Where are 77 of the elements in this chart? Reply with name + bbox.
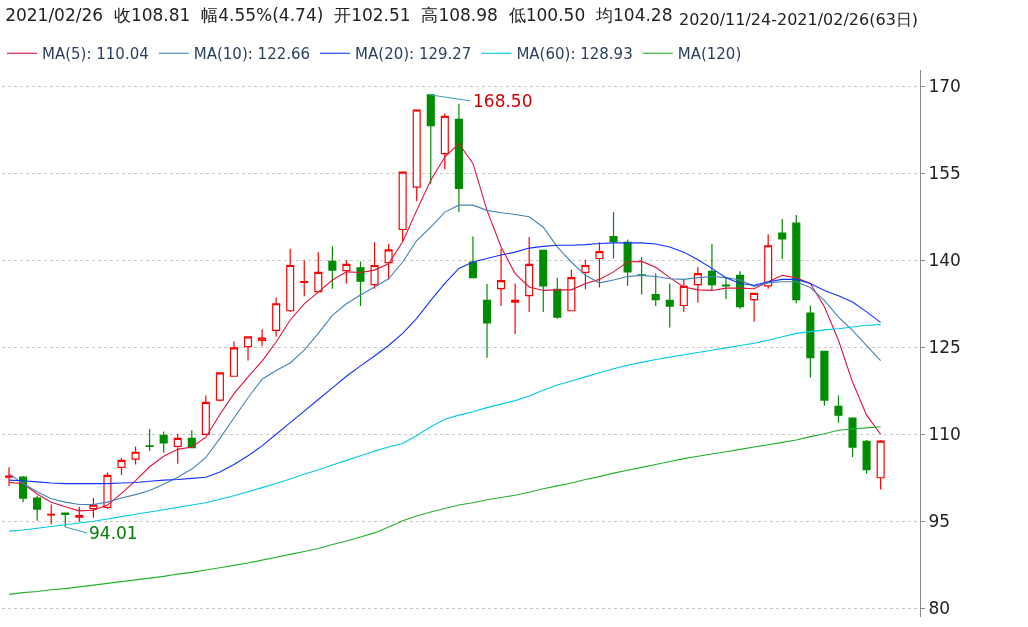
candlestick [4, 466, 14, 487]
y-tick-label: 95 [928, 511, 951, 532]
candlestick [553, 277, 562, 320]
legend-label: MA(120) [677, 45, 742, 64]
candlestick [215, 371, 224, 402]
y-tick-label: 80 [928, 598, 951, 619]
candlestick [426, 94, 435, 185]
candlestick [862, 439, 871, 475]
candlestick [876, 439, 885, 490]
candlestick [272, 296, 281, 338]
candlestick [834, 394, 843, 424]
candlestick [412, 108, 421, 202]
candlestick [398, 171, 407, 242]
candlestick [89, 497, 98, 519]
candlestick [567, 268, 576, 312]
candlestick [750, 292, 759, 323]
candlestick [665, 282, 674, 329]
candlestick [806, 304, 815, 379]
candlestick [131, 445, 140, 466]
candlestick [525, 236, 534, 313]
candlestick [33, 495, 42, 522]
candlestick [764, 233, 773, 290]
candlestick [721, 277, 731, 300]
candlestick [61, 512, 70, 528]
candlestick [314, 251, 323, 293]
y-tick-label: 170 [928, 76, 961, 97]
line-series [8, 426, 882, 595]
legend-label: MA(20): 129.27 [355, 45, 472, 64]
candlestick [145, 428, 154, 452]
candlestick [792, 214, 801, 304]
candlestick [679, 278, 688, 313]
line-series [8, 143, 882, 512]
candlestick [342, 259, 351, 285]
candlestick [356, 260, 365, 307]
candlestick [258, 328, 267, 347]
candlestick [201, 394, 210, 435]
y-tick-label: 155 [928, 163, 961, 184]
annotation: 168.50 [473, 91, 533, 111]
candlestick [539, 249, 548, 313]
chart-subtitle: 2020/11/24-2021/02/26(63日) [679, 10, 919, 29]
candlestick [384, 243, 393, 280]
candlestick [820, 350, 829, 407]
y-tick-label: 125 [928, 337, 961, 358]
legend-label: MA(10): 122.66 [193, 45, 311, 64]
candlestick [595, 241, 604, 289]
candlestick [778, 218, 787, 260]
candlestick [75, 506, 84, 523]
y-tick-label: 140 [928, 250, 961, 271]
candlestick [848, 417, 857, 458]
legend-label: MA(5): 110.04 [42, 45, 149, 64]
candlestick [693, 266, 702, 304]
candlestick [117, 457, 126, 476]
candlestick [229, 340, 238, 377]
y-tick-label: 110 [928, 424, 961, 445]
candlestick [300, 259, 309, 297]
candlestick [482, 283, 492, 359]
line-series [8, 242, 882, 485]
candlestick [440, 112, 449, 170]
candlestick [328, 245, 337, 290]
chart-title: 2021/02/26 收108.81 幅4.55%(4.74) 开102.51 高108.98 低100.50 均104.28 [5, 5, 673, 26]
candlestick [468, 235, 477, 279]
candlestick [497, 248, 506, 307]
line-series [8, 204, 882, 506]
candlestick [370, 241, 379, 290]
candlestick [707, 243, 716, 292]
candlestick [286, 248, 295, 313]
legend-label: MA(60): 128.93 [516, 45, 633, 64]
candlestick [651, 273, 660, 307]
candlestick [173, 433, 182, 465]
candlestick [511, 282, 520, 335]
annotation: 94.01 [89, 523, 138, 543]
candlestick [454, 103, 463, 213]
candlestick [609, 211, 618, 260]
candlestick [47, 503, 56, 525]
candlestick [581, 259, 590, 290]
candlestick [159, 430, 168, 454]
candlestick [243, 336, 253, 362]
